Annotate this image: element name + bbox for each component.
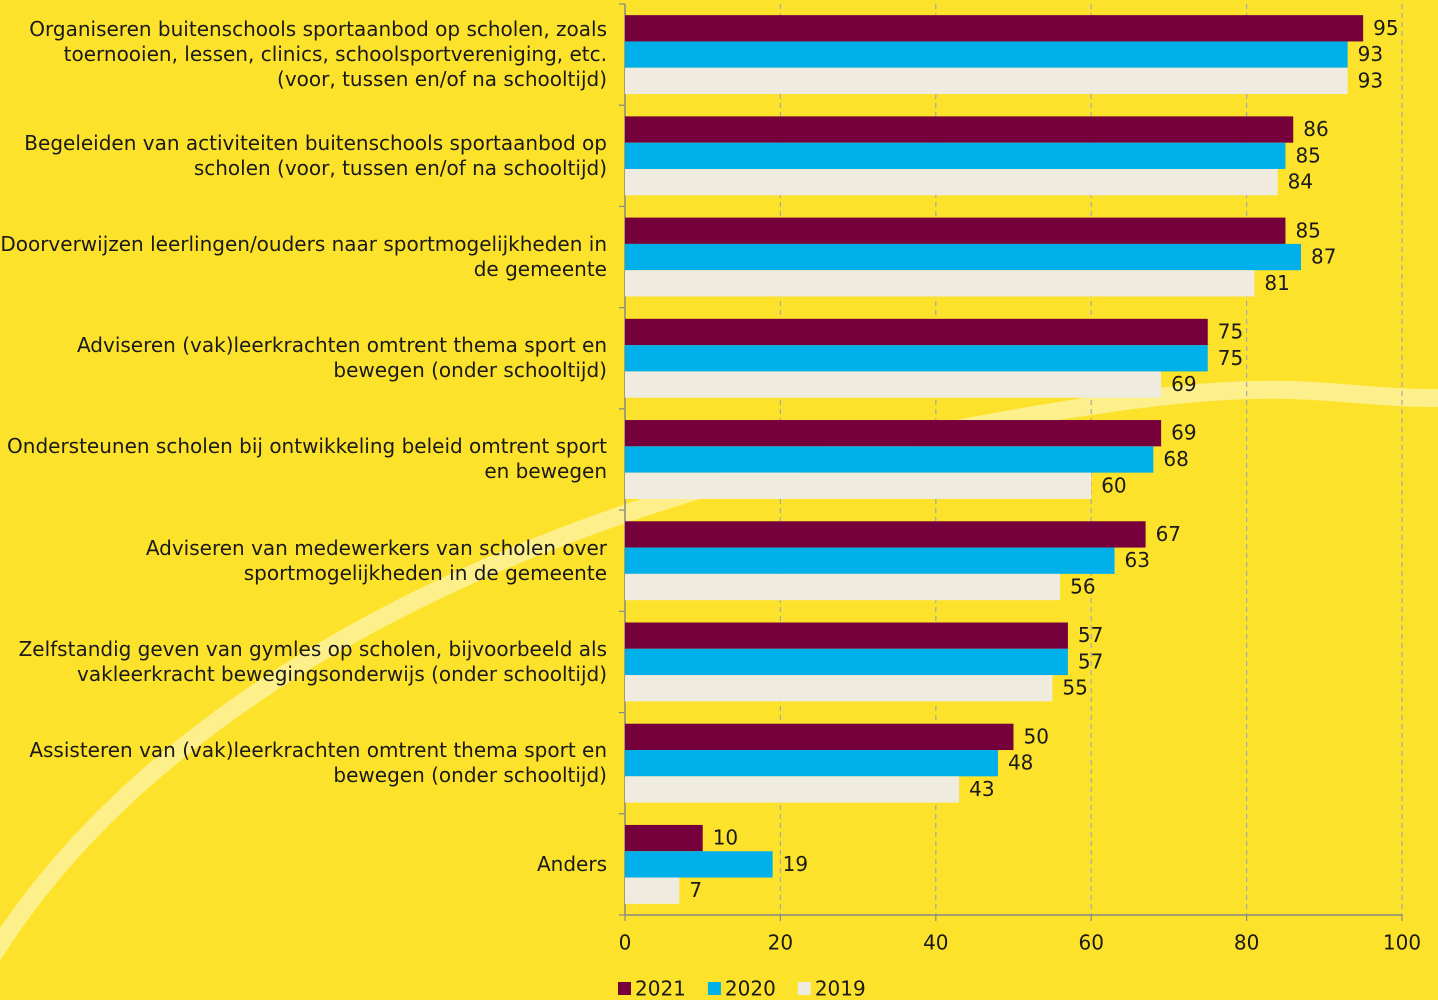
- bar: [625, 878, 679, 904]
- bar: [625, 345, 1208, 371]
- category-label: Begeleiden van activiteiten buitenschool…: [0, 105, 607, 206]
- bar: [625, 521, 1146, 547]
- value-label: 69: [1171, 421, 1196, 445]
- value-label: 60: [1101, 473, 1126, 497]
- y-tick-label: Doorverwijzen leerlingen/ouders naar spo…: [0, 232, 607, 282]
- value-label: 84: [1288, 170, 1313, 194]
- value-label: 85: [1295, 143, 1320, 167]
- category-label: Zelfstandig geven van gymles op scholen,…: [0, 611, 607, 712]
- y-tick-label: Adviseren van medewerkers van scholen ov…: [0, 536, 607, 586]
- value-label: 86: [1303, 117, 1328, 141]
- legend-label: 2021: [635, 977, 686, 1000]
- category-label: Organiseren buitenschools sportaanbod op…: [0, 4, 607, 105]
- bar: [625, 68, 1348, 94]
- bar: [625, 548, 1115, 574]
- value-label: 95: [1373, 16, 1398, 40]
- x-tick-label: 0: [619, 931, 632, 955]
- bar: [625, 675, 1052, 701]
- category-label: Doorverwijzen leerlingen/ouders naar spo…: [0, 206, 607, 307]
- y-tick-label: Zelfstandig geven van gymles op scholen,…: [0, 637, 607, 687]
- bar: [625, 574, 1060, 600]
- value-label: 50: [1024, 724, 1049, 748]
- x-tick-label: 20: [768, 931, 793, 955]
- value-label: 48: [1008, 751, 1033, 775]
- bar: [625, 851, 773, 877]
- value-label: 93: [1358, 42, 1383, 66]
- legend-swatch: [798, 982, 811, 995]
- y-tick-label: Assisteren van (vak)leerkrachten omtrent…: [0, 738, 607, 788]
- legend-swatch: [618, 982, 631, 995]
- bar: [625, 371, 1161, 397]
- value-label: 85: [1295, 218, 1320, 242]
- bar: [625, 15, 1363, 41]
- value-label: 68: [1163, 447, 1188, 471]
- bar: [625, 473, 1091, 499]
- bar: [625, 649, 1068, 675]
- bar: [625, 750, 998, 776]
- bar: [625, 116, 1293, 142]
- bar: [625, 218, 1285, 244]
- category-label: Adviseren van medewerkers van scholen ov…: [0, 510, 607, 611]
- value-label: 75: [1218, 319, 1243, 343]
- category-label: Anders: [0, 814, 607, 915]
- value-label: 87: [1311, 245, 1336, 269]
- legend-label: 2020: [725, 977, 776, 1000]
- category-label: Assisteren van (vak)leerkrachten omtrent…: [0, 713, 607, 814]
- bar: [625, 169, 1278, 195]
- value-label: 10: [713, 826, 738, 850]
- category-label: Ondersteunen scholen bij ontwikkeling be…: [0, 409, 607, 510]
- y-tick-label: Adviseren (vak)leerkrachten omtrent them…: [0, 333, 607, 383]
- value-label: 69: [1171, 372, 1196, 396]
- bar: [625, 41, 1348, 67]
- x-tick-label: 60: [1078, 931, 1103, 955]
- value-label: 19: [783, 852, 808, 876]
- bar: [625, 446, 1153, 472]
- bar: [625, 724, 1014, 750]
- bar: [625, 825, 703, 851]
- x-tick-label: 80: [1234, 931, 1259, 955]
- value-label: 93: [1358, 68, 1383, 92]
- x-tick-label: 40: [923, 931, 948, 955]
- y-tick-label: Ondersteunen scholen bij ontwikkeling be…: [0, 434, 607, 484]
- x-tick-label: 100: [1383, 931, 1421, 955]
- value-label: 67: [1156, 522, 1181, 546]
- bar: [625, 319, 1208, 345]
- y-tick-label: Begeleiden van activiteiten buitenschool…: [0, 131, 607, 181]
- legend-swatch: [708, 982, 721, 995]
- value-label: 55: [1062, 676, 1087, 700]
- bar: [625, 270, 1254, 296]
- value-label: 81: [1264, 271, 1289, 295]
- bar: [625, 622, 1068, 648]
- value-label: 7: [689, 878, 702, 902]
- value-label: 43: [969, 777, 994, 801]
- y-tick-label: Organiseren buitenschools sportaanbod op…: [0, 17, 607, 92]
- value-label: 56: [1070, 575, 1095, 599]
- value-label: 75: [1218, 346, 1243, 370]
- y-tick-label: Anders: [537, 852, 607, 877]
- page: 0204060801009586857569675750109385877568…: [0, 0, 1438, 1000]
- legend-label: 2019: [815, 977, 866, 1000]
- bar: [625, 143, 1285, 169]
- value-label: 57: [1078, 623, 1103, 647]
- category-label: Adviseren (vak)leerkrachten omtrent them…: [0, 308, 607, 409]
- bar: [625, 420, 1161, 446]
- bar: [625, 776, 959, 802]
- bar: [625, 244, 1301, 270]
- value-label: 63: [1125, 548, 1150, 572]
- value-label: 57: [1078, 649, 1103, 673]
